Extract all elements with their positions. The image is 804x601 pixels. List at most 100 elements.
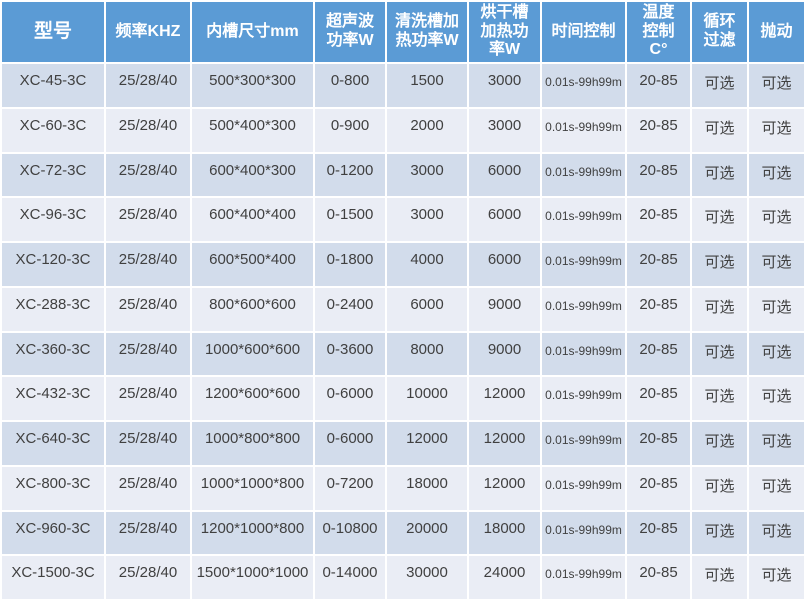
table-cell-circulation-filter: 可选 [690,106,749,154]
table-cell-circulation-filter: 可选 [690,196,749,243]
table-cell-ultrasonic-power-w: 0-900 [313,106,387,154]
table-cell-tank-size-mm: 1000*1000*800 [190,464,315,512]
table-cell-time-control: 0.01s-99h99m [540,196,627,243]
table-cell-model: XC-288-3C [0,285,106,333]
table-cell-time-control: 0.01s-99h99m [540,375,627,422]
table-cell-cleaning-tank-heat-power-w: 6000 [385,285,469,333]
table-row: XC-960-3C 25/28/40 1200*1000*800 0-10800 200… [0,509,804,557]
table-cell-frequency-khz: 25/28/40 [104,464,192,512]
table-cell-model: XC-640-3C [0,420,106,467]
table-cell-tank-size-mm: 800*600*600 [190,285,315,333]
table-cell-ultrasonic-power-w: 0-10800 [313,509,387,557]
table-cell-agitation: 可选 [747,62,804,109]
table-cell-drying-tank-heat-power-w: 3000 [467,62,542,109]
header-cell-circulation-filter: 循环 过滤 [690,0,749,64]
table-cell-cleaning-tank-heat-power-w: 18000 [385,464,469,512]
table-cell-time-control: 0.01s-99h99m [540,509,627,557]
table-cell-temp-control-c: 20-85 [625,285,692,333]
table-cell-frequency-khz: 25/28/40 [104,375,192,422]
table-cell-circulation-filter: 可选 [690,241,749,288]
table-cell-ultrasonic-power-w: 0-6000 [313,420,387,467]
table-cell-drying-tank-heat-power-w: 12000 [467,375,542,422]
header-cell-cleaning-tank-heat-power-w: 清洗槽加 热功率W [385,0,469,64]
table-cell-frequency-khz: 25/28/40 [104,62,192,109]
table-cell-temp-control-c: 20-85 [625,106,692,154]
table-cell-temp-control-c: 20-85 [625,509,692,557]
header-cell-agitation: 抛动 [747,0,804,64]
table-cell-model: XC-72-3C [0,151,106,199]
header-cell-temp-control-c: 温度 控制 C° [625,0,692,64]
table-cell-tank-size-mm: 600*400*400 [190,196,315,243]
table-cell-model: XC-360-3C [0,330,106,378]
table-cell-ultrasonic-power-w: 0-2400 [313,285,387,333]
table-cell-agitation: 可选 [747,196,804,243]
table-cell-temp-control-c: 20-85 [625,241,692,288]
table-row: XC-800-3C 25/28/40 1000*1000*800 0-7200 1800… [0,464,804,512]
table-cell-drying-tank-heat-power-w: 12000 [467,420,542,467]
table-row: XC-360-3C 25/28/40 1000*600*600 0-3600 8000 9… [0,330,804,378]
header-cell-frequency-khz: 频率KHZ [104,0,192,64]
table-cell-time-control: 0.01s-99h99m [540,285,627,333]
table-cell-ultrasonic-power-w: 0-14000 [313,554,387,601]
table-cell-frequency-khz: 25/28/40 [104,330,192,378]
table-header: 型号 频率KHZ 内槽尺寸mm 超声波 功率W 清洗槽加 热功率W 烘干槽 加热功 率W 时… [0,0,804,64]
table-cell-drying-tank-heat-power-w: 12000 [467,464,542,512]
table-cell-tank-size-mm: 500*300*300 [190,62,315,109]
table-cell-tank-size-mm: 1500*1000*1000 [190,554,315,601]
table-cell-model: XC-1500-3C [0,554,106,601]
header-cell-ultrasonic-power-w: 超声波 功率W [313,0,387,64]
table-cell-temp-control-c: 20-85 [625,554,692,601]
table-cell-cleaning-tank-heat-power-w: 1500 [385,62,469,109]
table-row: XC-60-3C 25/28/40 500*400*300 0-900 2000 3000… [0,106,804,154]
table-cell-circulation-filter: 可选 [690,330,749,378]
table-cell-frequency-khz: 25/28/40 [104,151,192,199]
table-cell-time-control: 0.01s-99h99m [540,554,627,601]
table-cell-time-control: 0.01s-99h99m [540,62,627,109]
table-cell-model: XC-960-3C [0,509,106,557]
table-cell-agitation: 可选 [747,151,804,199]
table-row: XC-640-3C 25/28/40 1000*800*800 0-6000 12000… [0,420,804,467]
table-cell-ultrasonic-power-w: 0-6000 [313,375,387,422]
table-cell-frequency-khz: 25/28/40 [104,420,192,467]
table-cell-temp-control-c: 20-85 [625,464,692,512]
table-cell-frequency-khz: 25/28/40 [104,509,192,557]
table-cell-cleaning-tank-heat-power-w: 20000 [385,509,469,557]
table-cell-cleaning-tank-heat-power-w: 3000 [385,151,469,199]
table-cell-circulation-filter: 可选 [690,420,749,467]
table-row: XC-288-3C 25/28/40 800*600*600 0-2400 6000 90… [0,285,804,333]
table-cell-drying-tank-heat-power-w: 6000 [467,196,542,243]
table-cell-cleaning-tank-heat-power-w: 2000 [385,106,469,154]
table-row: XC-432-3C 25/28/40 1200*600*600 0-6000 10000… [0,375,804,422]
table-cell-ultrasonic-power-w: 0-1200 [313,151,387,199]
table-cell-agitation: 可选 [747,106,804,154]
table-cell-drying-tank-heat-power-w: 3000 [467,106,542,154]
table-cell-time-control: 0.01s-99h99m [540,330,627,378]
table-cell-tank-size-mm: 500*400*300 [190,106,315,154]
table-cell-time-control: 0.01s-99h99m [540,420,627,467]
table-cell-circulation-filter: 可选 [690,285,749,333]
table-cell-frequency-khz: 25/28/40 [104,554,192,601]
table-cell-model: XC-432-3C [0,375,106,422]
table-cell-agitation: 可选 [747,285,804,333]
table-cell-temp-control-c: 20-85 [625,196,692,243]
table-cell-ultrasonic-power-w: 0-3600 [313,330,387,378]
table-cell-ultrasonic-power-w: 0-7200 [313,464,387,512]
table-cell-circulation-filter: 可选 [690,375,749,422]
table-body: XC-45-3C 25/28/40 500*300*300 0-800 1500 3000… [0,62,804,601]
table-cell-frequency-khz: 25/28/40 [104,285,192,333]
table-cell-tank-size-mm: 600*400*300 [190,151,315,199]
table-cell-frequency-khz: 25/28/40 [104,106,192,154]
table-cell-drying-tank-heat-power-w: 18000 [467,509,542,557]
table-row: XC-96-3C 25/28/40 600*400*400 0-1500 3000 600… [0,196,804,243]
table-cell-agitation: 可选 [747,509,804,557]
table-row: XC-120-3C 25/28/40 600*500*400 0-1800 4000 60… [0,241,804,288]
header-cell-time-control: 时间控制 [540,0,627,64]
table-cell-time-control: 0.01s-99h99m [540,151,627,199]
table-cell-cleaning-tank-heat-power-w: 8000 [385,330,469,378]
table-cell-circulation-filter: 可选 [690,62,749,109]
table-cell-agitation: 可选 [747,375,804,422]
table-cell-temp-control-c: 20-85 [625,62,692,109]
table-cell-tank-size-mm: 1200*600*600 [190,375,315,422]
table-cell-temp-control-c: 20-85 [625,375,692,422]
table-cell-agitation: 可选 [747,554,804,601]
